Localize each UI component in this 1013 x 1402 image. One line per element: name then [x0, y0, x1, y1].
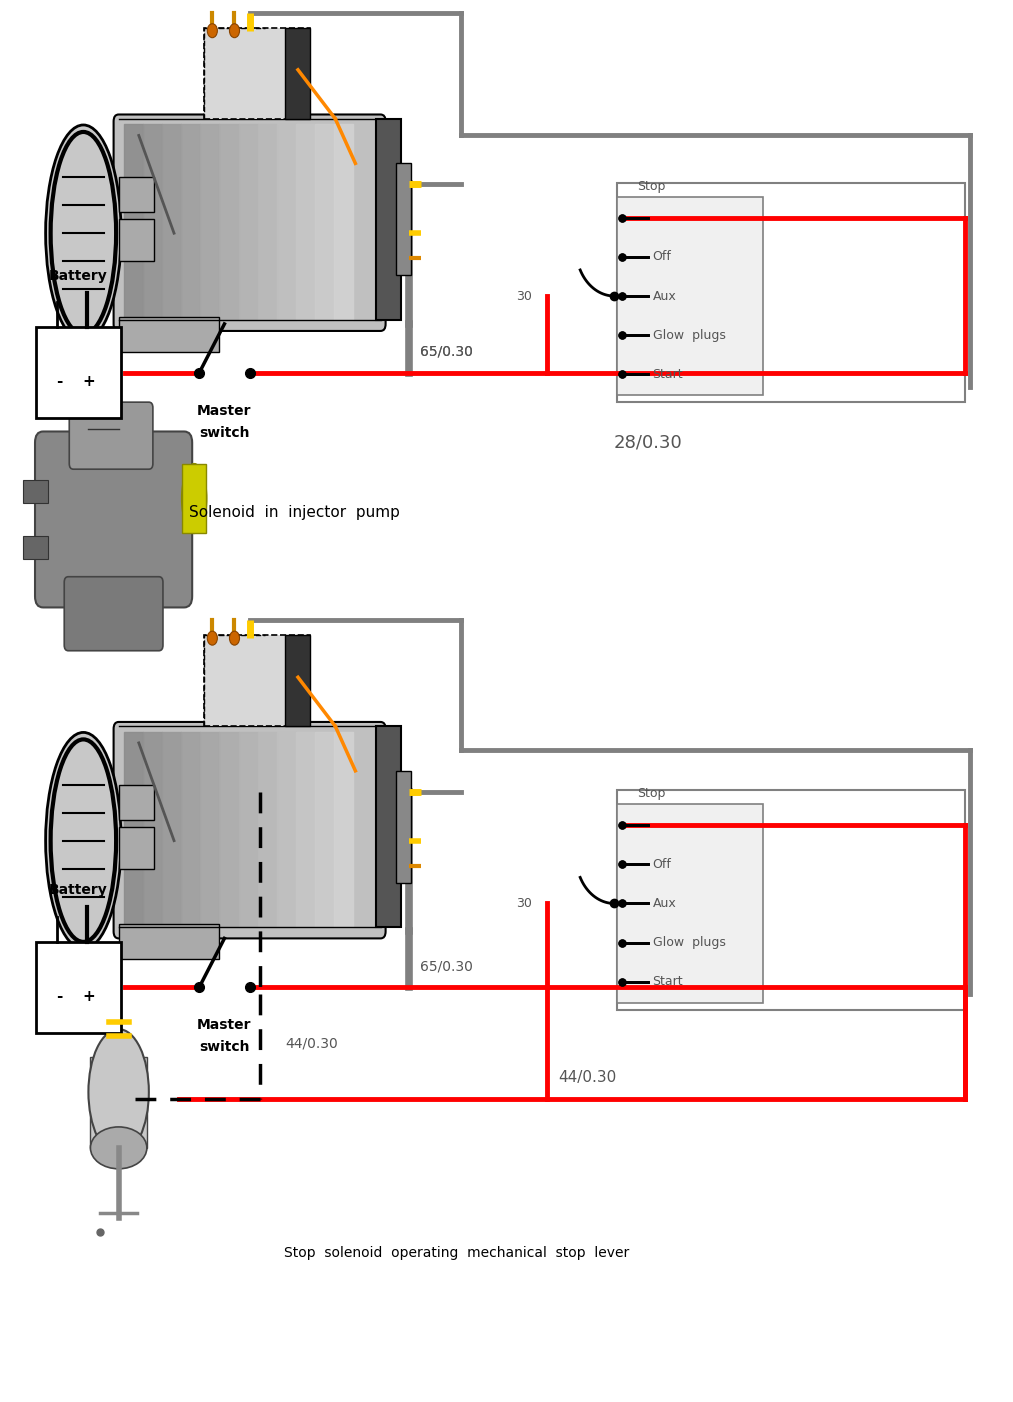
Text: +: +	[82, 374, 95, 390]
Text: Glow  plugs: Glow plugs	[652, 328, 725, 342]
Text: Solenoid  in  injector  pump: Solenoid in injector pump	[189, 505, 400, 520]
Bar	[119, 924, 220, 959]
Bar	[396, 164, 411, 275]
Bar	[90, 1057, 147, 1148]
Ellipse shape	[90, 1127, 147, 1169]
Text: +: +	[82, 988, 95, 1004]
FancyBboxPatch shape	[113, 115, 386, 331]
Ellipse shape	[181, 464, 207, 533]
Bar	[285, 28, 310, 119]
FancyBboxPatch shape	[69, 402, 153, 470]
Text: 65/0.30: 65/0.30	[419, 345, 472, 359]
Bar	[617, 791, 965, 1009]
Bar	[119, 317, 220, 352]
Bar	[617, 805, 764, 1002]
Text: Aux: Aux	[652, 897, 677, 910]
Text: 28/0.30: 28/0.30	[613, 433, 682, 451]
Text: Off: Off	[652, 858, 672, 871]
Ellipse shape	[208, 631, 218, 645]
Ellipse shape	[230, 24, 239, 38]
Bar	[205, 635, 310, 726]
Ellipse shape	[46, 732, 122, 949]
Bar	[23, 481, 48, 503]
Text: Master: Master	[198, 404, 251, 418]
Text: Battery: Battery	[49, 269, 107, 283]
Bar	[35, 942, 122, 1033]
Bar	[119, 785, 154, 820]
Text: Stop  solenoid  operating  mechanical  stop  lever: Stop solenoid operating mechanical stop …	[284, 1245, 629, 1259]
Bar	[617, 196, 764, 395]
Ellipse shape	[46, 125, 122, 342]
Bar	[396, 771, 411, 882]
Ellipse shape	[208, 24, 218, 38]
Text: switch: switch	[200, 426, 249, 440]
Text: switch: switch	[200, 1040, 249, 1054]
Text: Stop: Stop	[637, 179, 666, 192]
Bar	[285, 635, 310, 726]
Text: Glow  plugs: Glow plugs	[652, 937, 725, 949]
Bar	[119, 827, 154, 869]
Bar	[376, 119, 401, 320]
Ellipse shape	[88, 1029, 149, 1155]
Text: 44/0.30: 44/0.30	[558, 1070, 616, 1085]
Text: Off: Off	[652, 251, 672, 264]
Text: Master: Master	[198, 1018, 251, 1032]
Bar	[119, 177, 154, 212]
Text: -: -	[57, 374, 63, 390]
Text: 30: 30	[516, 897, 532, 910]
Bar	[617, 182, 965, 402]
Bar	[376, 726, 401, 927]
Text: Battery: Battery	[49, 883, 107, 897]
Text: Start: Start	[652, 367, 683, 381]
Bar	[23, 536, 48, 558]
Ellipse shape	[230, 631, 239, 645]
FancyBboxPatch shape	[113, 722, 386, 938]
Text: 30: 30	[516, 290, 532, 303]
Text: Start: Start	[652, 976, 683, 988]
Bar	[119, 219, 154, 261]
Bar	[35, 328, 122, 418]
Text: 44/0.30: 44/0.30	[285, 1036, 337, 1050]
Text: 65/0.30: 65/0.30	[419, 345, 472, 359]
Text: -: -	[57, 988, 63, 1004]
Text: Aux: Aux	[652, 290, 677, 303]
FancyBboxPatch shape	[64, 576, 163, 651]
FancyBboxPatch shape	[35, 432, 192, 607]
Text: Stop: Stop	[637, 787, 666, 801]
Bar	[205, 28, 310, 119]
Text: 65/0.30: 65/0.30	[419, 959, 472, 973]
Bar	[182, 464, 207, 533]
